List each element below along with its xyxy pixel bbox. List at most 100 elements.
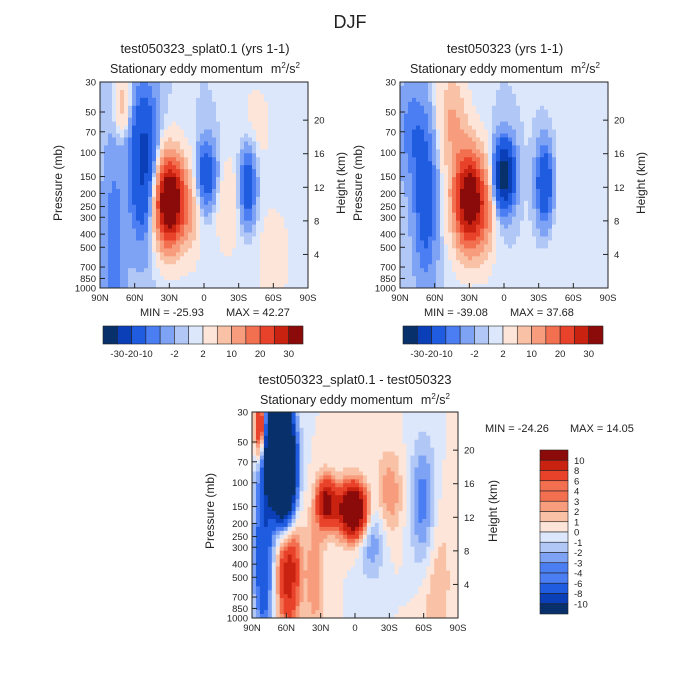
- x-tick-label: 30N: [461, 293, 479, 304]
- colorbar-label: -1: [574, 538, 582, 549]
- colorbar-swatch: [539, 531, 569, 543]
- panel-3-units: m: [421, 393, 431, 407]
- panel-2-units: m: [571, 62, 581, 76]
- y-right-tick-label: 20: [464, 446, 475, 457]
- panel-1-units-sup2: 2: [296, 61, 301, 70]
- panel-3-subtitle-text: Stationary eddy momentum: [260, 393, 413, 407]
- panel-2-units-sup1: 2: [581, 61, 586, 70]
- x-tick-label: 30S: [530, 293, 547, 304]
- colorbar-label: 30: [283, 349, 294, 360]
- x-tick-label: 30S: [230, 293, 247, 304]
- y-tick-label: 850: [232, 604, 248, 615]
- colorbar-swatch: [539, 480, 569, 492]
- colorbar-swatch: [245, 325, 261, 345]
- panel-2-contour-plot: 90N 60N 30N 0 30S 60S 90S 30 50 70 100 150 200 250300…: [375, 78, 625, 305]
- colorbar-label: 10: [226, 349, 237, 360]
- x-tick-label: 60S: [565, 293, 582, 304]
- colorbar-swatch: [539, 582, 569, 594]
- y-tick-label: 150: [80, 172, 96, 183]
- colorbar-swatch: [274, 325, 290, 345]
- x-tick-label: 30S: [381, 623, 398, 634]
- colorbar-swatch: [539, 449, 569, 461]
- panel-1-units-mid: /s: [286, 62, 296, 76]
- y-tick-label: 70: [85, 127, 96, 138]
- y-tick-label: 500: [80, 243, 96, 254]
- panel-1-max-label: MAX = 42.27: [226, 307, 290, 319]
- colorbar-swatch: [216, 325, 232, 345]
- colorbar-label: 20: [555, 349, 566, 360]
- colorbar-label: 10: [526, 349, 537, 360]
- x-tick-label: 30N: [161, 293, 179, 304]
- x-tick-label: 0: [201, 293, 206, 304]
- panel-1-units: m: [271, 62, 281, 76]
- y-tick-label: 30: [385, 78, 396, 89]
- panel-1-ylabel-right: Height (km): [334, 152, 348, 214]
- y-tick-label: 200: [80, 189, 96, 200]
- colorbar-swatch: [259, 325, 275, 345]
- y-right-tick-label: 8: [314, 216, 319, 227]
- panel-2-max-label: MAX = 37.68: [510, 307, 574, 319]
- y-tick-label: 700: [80, 263, 96, 274]
- colorbar-swatch: [559, 325, 575, 345]
- colorbar-label: -6: [574, 579, 582, 590]
- y-tick-label: 700: [380, 263, 396, 274]
- y-right-tick-label: 12: [464, 513, 475, 524]
- colorbar-swatch: [539, 490, 569, 502]
- x-tick-label: 90N: [91, 293, 109, 304]
- colorbar-swatch: [516, 325, 532, 345]
- colorbar-swatch: [488, 325, 504, 345]
- panel-3-units-mid: /s: [436, 393, 446, 407]
- colorbar-label: 3: [574, 497, 579, 508]
- panel-2-colorbar: -30 -20 -10 -2 2 10 20 30: [402, 325, 604, 360]
- colorbar-swatch: [288, 325, 304, 345]
- contour-field: [252, 412, 458, 618]
- colorbar-label: -20: [425, 349, 439, 360]
- y-tick-label: 50: [85, 108, 96, 119]
- panel-2: test050323 (yrs 1-1) Stationary eddy mom…: [351, 41, 648, 360]
- panel-3-contour-plot: 90N 60N 30N 0 30S 60S 90S 30 50 70 100 150 200 250300…: [227, 408, 475, 635]
- colorbar-label: -4: [574, 569, 582, 580]
- y-tick-label: 1000: [227, 614, 248, 625]
- y-tick-label: 70: [237, 457, 248, 468]
- colorbar-swatch: [416, 325, 432, 345]
- y-tick-label: 100: [232, 478, 248, 489]
- y-tick-label: 850: [80, 274, 96, 285]
- panel-3-min-label: MIN = -24.26: [485, 423, 549, 435]
- colorbar-swatch: [539, 593, 569, 605]
- y-tick-label: 700: [232, 593, 248, 604]
- x-tick-label: 90N: [391, 293, 409, 304]
- x-tick-label: 90S: [600, 293, 617, 304]
- x-tick-label: 90N: [243, 623, 261, 634]
- y-right-tick-label: 4: [614, 250, 619, 261]
- panel-2-title: test050323 (yrs 1-1): [447, 41, 563, 56]
- y-tick-label: 500: [232, 573, 248, 584]
- colorbar-label: -2: [470, 349, 478, 360]
- contour-field: [400, 82, 608, 288]
- y-tick-label: 500: [380, 243, 396, 254]
- y-right-tick-label: 8: [614, 216, 619, 227]
- colorbar-label: -30: [110, 349, 124, 360]
- y-right-tick-label: 20: [314, 116, 325, 127]
- colorbar-swatch: [231, 325, 247, 345]
- y-tick-label: 850: [380, 274, 396, 285]
- colorbar-label: 8: [574, 466, 579, 477]
- y-tick-label: 100: [80, 148, 96, 159]
- colorbar-swatch: [539, 562, 569, 574]
- colorbar-swatch: [145, 325, 161, 345]
- x-tick-label: 60S: [415, 623, 432, 634]
- panel-3-ylabel: Pressure (mb): [203, 473, 217, 549]
- x-tick-label: 60S: [265, 293, 282, 304]
- y-tick-label: 250: [232, 532, 248, 543]
- colorbar-label: -10: [139, 349, 153, 360]
- y-tick-label: 1000: [75, 284, 96, 295]
- y-tick-label: 50: [385, 108, 396, 119]
- panel-3-ylabel-right: Height (km): [486, 480, 500, 542]
- colorbar-label: -2: [170, 349, 178, 360]
- colorbar-label: -10: [574, 599, 588, 610]
- y-right-tick-label: 12: [314, 183, 325, 194]
- panel-2-min-label: MIN = -39.08: [424, 307, 488, 319]
- panel-3-title: test050323_splat0.1 - test050323: [259, 372, 452, 387]
- y-tick-label: 300: [80, 213, 96, 224]
